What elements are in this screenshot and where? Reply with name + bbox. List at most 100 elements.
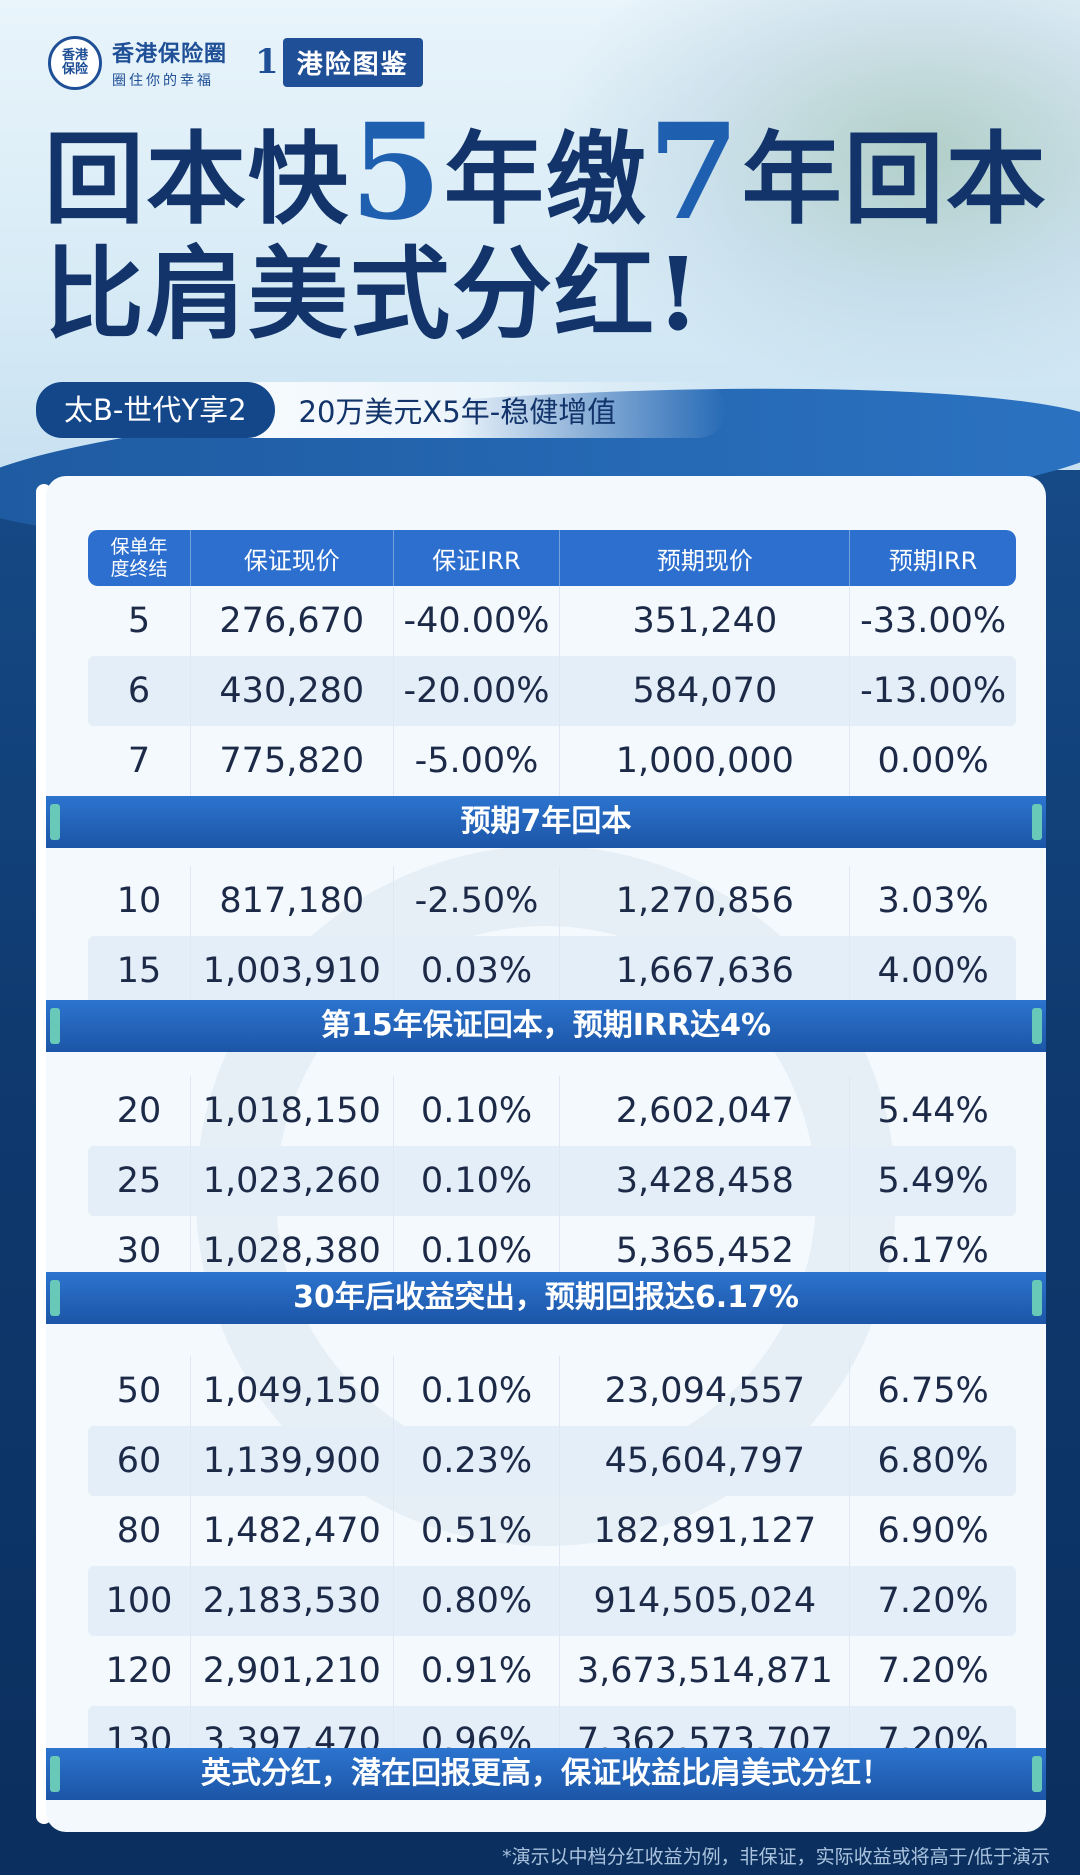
cell-guaranteed-irr: 0.91% — [394, 1636, 561, 1706]
cell-guaranteed-irr: -40.00% — [394, 586, 561, 656]
disclaimer: *演示以中档分红收益为例，非保证，实际收益或将高于/低于演示 — [502, 1846, 1050, 1868]
illustration-card: 保单年 度终结 保证现价 保证IRR 预期现价 预期IRR 5 276,670 -40… — [46, 476, 1046, 1832]
cell-guaranteed-value: 1,028,380 — [191, 1216, 394, 1286]
logo-name: 香港保险圈 — [112, 42, 228, 67]
table-row: 7 775,820 -5.00% 1,000,000 0.00% — [88, 726, 1016, 796]
cell-projected-value: 1,270,856 — [560, 866, 851, 936]
cell-projected-value: 45,604,797 — [560, 1426, 851, 1496]
cell-guaranteed-value: 2,183,530 — [190, 1566, 394, 1636]
cell-policy-year: 100 — [88, 1566, 191, 1636]
cell-guaranteed-irr: -5.00% — [394, 726, 561, 796]
cell-policy-year: 60 — [88, 1426, 191, 1496]
table-row: 15 1,003,910 0.03% 1,667,636 4.00% — [88, 936, 1016, 1006]
cell-policy-year: 80 — [88, 1496, 191, 1566]
cell-projected-irr: 6.90% — [877, 1511, 989, 1551]
cell-projected-irr: 5.49% — [850, 1146, 1016, 1216]
logo-slogan: 圈住你的幸福 — [112, 73, 214, 89]
cell-policy-year: 30 — [88, 1216, 191, 1286]
cell-policy-year: 6 — [88, 656, 191, 726]
cell-guaranteed-value: 1,023,260 — [190, 1146, 394, 1216]
series-logo-number: 1 — [255, 42, 279, 82]
table-row: 20 1,018,150 0.10% 2,602,047 5.44% — [88, 1076, 1016, 1146]
cell-guaranteed-value: 775,820 — [191, 726, 394, 796]
title-line-1: 回本快5年缴7年回本 — [44, 107, 1046, 239]
cell-guaranteed-value: 276,670 — [191, 586, 394, 656]
table-header-row: 保单年 度终结 保证现价 保证IRR 预期现价 预期IRR — [88, 530, 1016, 586]
header-policy-year: 保单年 度终结 — [88, 530, 191, 586]
logo-mark-text: 香港 保险 — [61, 47, 88, 77]
table-row: 30 1,028,380 0.10% 5,365,452 6.17% — [88, 1216, 1016, 1286]
cell-guaranteed-irr: 0.10% — [393, 1146, 561, 1216]
family-photo — [560, 0, 1080, 380]
title-text-c: 年回本 — [741, 120, 1048, 238]
cell-projected-irr: 6.17% — [877, 1231, 989, 1271]
header-projected-value: 预期现价 — [560, 530, 851, 586]
cell-projected-irr: 7.20% — [877, 1651, 989, 1691]
cell-policy-year: 120 — [88, 1636, 191, 1706]
cell-projected-value: 2,602,047 — [560, 1076, 851, 1146]
cell-projected-value: 1,667,636 — [560, 936, 851, 1006]
table-row: 10 817,180 -2.50% 1,270,856 3.03% — [88, 866, 1016, 936]
cell-guaranteed-irr: 0.03% — [393, 936, 561, 1006]
cell-guaranteed-value: 430,280 — [190, 656, 394, 726]
table-row: 80 1,482,470 0.51% 182,891,127 6.90% — [88, 1496, 1016, 1566]
table-row: 50 1,049,150 0.10% 23,094,557 6.75% — [88, 1356, 1016, 1426]
cell-guaranteed-irr: 0.80% — [393, 1566, 561, 1636]
cell-projected-irr: 7.20% — [850, 1566, 1016, 1636]
table-row: 25 1,023,260 0.10% 3,428,458 5.49% — [88, 1146, 1016, 1216]
series-logo-text: 港险图鉴 — [282, 37, 423, 87]
cell-projected-irr: -13.00% — [850, 656, 1016, 726]
title-line-2: 比肩美式分红! — [44, 235, 702, 353]
cell-projected-value: 351,240 — [560, 586, 851, 656]
table-row: 100 2,183,530 0.80% 914,505,024 7.20% — [88, 1566, 1016, 1636]
header-policy-year-line2: 度终结 — [110, 558, 168, 580]
cell-policy-year: 20 — [88, 1076, 191, 1146]
cell-projected-value: 182,891,127 — [560, 1496, 851, 1566]
title-number-7: 7 — [647, 95, 742, 250]
cell-projected-irr: 3.03% — [877, 881, 989, 921]
benefit-table: 保单年 度终结 保证现价 保证IRR 预期现价 预期IRR 5 276,670 -40… — [88, 530, 1016, 1776]
cell-guaranteed-irr: 0.10% — [394, 1076, 561, 1146]
brand-logo: 香港 保险 香港保险圈 圈住你的幸福 — [48, 36, 227, 90]
cell-projected-irr: 6.75% — [877, 1371, 989, 1411]
cell-projected-irr: 4.00% — [850, 936, 1016, 1006]
logo-mark-icon: 香港 保险 — [48, 36, 102, 90]
plan-tag: 太B-世代Y享2 20万美元X5年-稳健增值 — [36, 382, 726, 438]
cell-projected-irr: 6.80% — [850, 1426, 1016, 1496]
highlight-banner: 预期7年回本 — [46, 796, 1046, 848]
cell-guaranteed-value: 1,139,900 — [190, 1426, 394, 1496]
cell-projected-value: 5,365,452 — [560, 1216, 851, 1286]
cell-policy-year: 10 — [88, 866, 191, 936]
cell-projected-irr: 5.44% — [877, 1091, 989, 1131]
table-row: 60 1,139,900 0.23% 45,604,797 6.80% — [88, 1426, 1016, 1496]
cell-projected-value: 23,094,557 — [560, 1356, 851, 1426]
cell-guaranteed-value: 1,018,150 — [191, 1076, 394, 1146]
cell-guaranteed-value: 1,482,470 — [191, 1496, 394, 1566]
table-row: 5 276,670 -40.00% 351,240 -33.00% — [88, 586, 1016, 656]
cell-guaranteed-value: 1,049,150 — [191, 1356, 394, 1426]
header-projected-irr: 预期IRR — [850, 530, 1016, 586]
cell-guaranteed-irr: 0.10% — [394, 1216, 561, 1286]
title-text-b: 年缴 — [443, 120, 648, 238]
header-policy-year-line1: 保单年 — [110, 536, 168, 558]
cell-guaranteed-value: 2,901,210 — [191, 1636, 394, 1706]
plan-description: 20万美元X5年-稳健增值 — [298, 395, 617, 429]
cell-guaranteed-irr: 0.51% — [394, 1496, 561, 1566]
header-guaranteed-value: 保证现价 — [190, 530, 394, 586]
cell-projected-value: 584,070 — [560, 656, 851, 726]
cell-policy-year: 25 — [88, 1146, 191, 1216]
cell-policy-year: 5 — [88, 586, 191, 656]
cell-projected-value: 914,505,024 — [560, 1566, 851, 1636]
cell-projected-value: 3,428,458 — [560, 1146, 851, 1216]
cell-policy-year: 15 — [88, 936, 191, 1006]
cell-projected-irr: 0.00% — [877, 741, 989, 781]
cell-guaranteed-value: 1,003,910 — [190, 936, 394, 1006]
table-row: 6 430,280 -20.00% 584,070 -13.00% — [88, 656, 1016, 726]
cell-guaranteed-irr: -20.00% — [393, 656, 561, 726]
highlight-banner: 第15年保证回本，预期IRR达4% — [46, 1000, 1046, 1052]
cell-guaranteed-irr: -2.50% — [394, 866, 561, 936]
cell-guaranteed-irr: 0.23% — [393, 1426, 561, 1496]
cell-projected-value: 1,000,000 — [560, 726, 851, 796]
series-logo: 1 港险图鉴 — [255, 37, 423, 87]
title-number-5: 5 — [350, 95, 444, 250]
